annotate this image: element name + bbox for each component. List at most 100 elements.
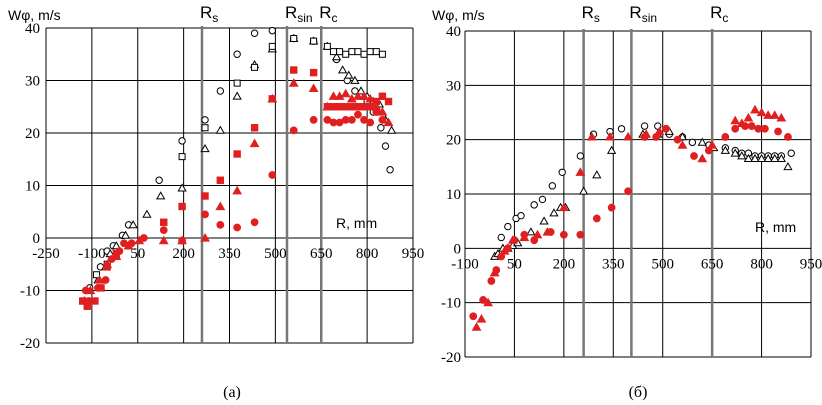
y-tick-label: 10 bbox=[25, 179, 40, 195]
x-tick-label: 50 bbox=[130, 246, 145, 262]
data-point-red-triangle bbox=[756, 107, 767, 117]
data-point-red-triangle bbox=[532, 229, 543, 239]
data-point-red-triangle bbox=[476, 313, 487, 323]
data-point-red-circle bbox=[378, 115, 387, 124]
data-point-open-square bbox=[178, 153, 186, 161]
data-point-open-circle bbox=[497, 233, 505, 242]
data-point-red-triangle bbox=[471, 322, 482, 331]
data-point-open-circle bbox=[548, 182, 557, 190]
y-axis-label: Wφ, m/s bbox=[432, 7, 485, 23]
data-point-red-circle bbox=[347, 115, 356, 124]
data-point-open-square bbox=[233, 79, 241, 87]
data-point-red-circle bbox=[673, 135, 682, 144]
data-point-open-triangle bbox=[697, 137, 707, 146]
data-point-red-triangle bbox=[200, 232, 210, 242]
data-point-red-square bbox=[366, 103, 374, 111]
data-point-red-triangle bbox=[654, 126, 665, 136]
data-point-red-triangle bbox=[575, 167, 586, 176]
data-point-red-triangle bbox=[365, 93, 376, 103]
data-point-open-square bbox=[360, 50, 368, 58]
data-point-open-square bbox=[378, 50, 386, 58]
data-point-open-circle bbox=[268, 26, 277, 35]
data-point-red-circle bbox=[760, 124, 769, 133]
data-point-red-triangle bbox=[383, 117, 394, 127]
data-point-open-triangle bbox=[770, 153, 780, 163]
data-point-red-triangle bbox=[249, 138, 260, 148]
data-point-open-triangle bbox=[386, 125, 397, 134]
data-point-red-triangle bbox=[85, 285, 96, 295]
data-point-red-square bbox=[309, 68, 318, 77]
x-tick-label: 200 bbox=[172, 246, 195, 262]
y-tick-label: 30 bbox=[25, 74, 40, 90]
data-point-red-circle bbox=[216, 220, 225, 229]
data-point-red-triangle bbox=[586, 131, 597, 141]
data-point-red-square bbox=[250, 124, 259, 132]
series-red-circle bbox=[81, 108, 387, 305]
data-point-open-triangle bbox=[337, 65, 348, 74]
data-point-open-triangle bbox=[350, 75, 360, 84]
data-point-open-square bbox=[366, 48, 374, 56]
data-point-open-circle bbox=[178, 137, 186, 145]
x-tick-label: 200 bbox=[553, 256, 576, 272]
data-point-open-circle bbox=[517, 212, 525, 220]
data-point-red-square bbox=[112, 250, 121, 258]
x-axis-label: R, mm bbox=[336, 215, 377, 231]
data-point-red-triangle bbox=[123, 240, 134, 250]
data-point-open-circle bbox=[381, 142, 390, 150]
x-tick-label: 950 bbox=[402, 246, 425, 262]
series-red-triangle bbox=[79, 78, 394, 305]
data-point-red-circle bbox=[201, 210, 209, 219]
data-point-red-triangle bbox=[750, 104, 760, 114]
data-point-red-triangle bbox=[730, 115, 741, 125]
data-point-open-triangle bbox=[526, 227, 536, 236]
data-point-open-triangle bbox=[750, 153, 760, 163]
x-tick-label: 950 bbox=[800, 256, 822, 272]
data-point-red-triangle bbox=[641, 129, 652, 138]
data-point-red-triangle bbox=[763, 110, 774, 119]
data-point-open-triangle bbox=[215, 125, 225, 134]
data-point-red-triangle bbox=[736, 118, 747, 127]
data-point-red-square bbox=[335, 103, 344, 111]
data-point-open-triangle bbox=[177, 183, 187, 192]
data-point-open-square bbox=[372, 48, 380, 56]
data-point-red-circle bbox=[774, 127, 782, 136]
y-tick-label: 20 bbox=[25, 126, 40, 142]
data-point-open-triangle bbox=[606, 145, 617, 154]
data-point-open-triangle bbox=[743, 153, 754, 163]
data-point-open-circle bbox=[377, 124, 385, 132]
y-tick-label: -10 bbox=[20, 284, 40, 300]
data-point-red-square bbox=[83, 302, 91, 310]
data-point-open-circle bbox=[216, 87, 225, 95]
data-point-red-circle bbox=[309, 115, 318, 124]
data-point-red-circle bbox=[662, 124, 670, 133]
data-point-red-circle bbox=[624, 187, 633, 196]
data-point-open-triangle bbox=[142, 209, 152, 218]
x-tick-label: 500 bbox=[651, 256, 674, 272]
data-point-open-circle bbox=[617, 125, 626, 133]
data-point-red-circle bbox=[289, 126, 298, 135]
x-tick-label: -100 bbox=[78, 246, 106, 262]
data-point-red-circle bbox=[784, 133, 792, 141]
data-point-open-triangle bbox=[592, 170, 602, 179]
data-point-red-triangle bbox=[328, 91, 339, 100]
data-point-open-triangle bbox=[344, 70, 354, 79]
data-point-open-circle bbox=[351, 87, 359, 95]
data-point-red-triangle bbox=[489, 267, 500, 277]
data-point-red-square bbox=[372, 97, 380, 106]
data-point-open-square bbox=[92, 271, 100, 279]
panel-caption: (a) bbox=[223, 384, 241, 401]
radius-marker-label: Rc bbox=[319, 3, 337, 25]
x-tick-label: 350 bbox=[602, 256, 625, 272]
data-point-red-square bbox=[329, 103, 338, 111]
data-point-red-circle bbox=[747, 122, 756, 130]
data-point-open-triangle bbox=[356, 86, 366, 95]
data-point-red-circle bbox=[754, 124, 763, 133]
data-point-red-square bbox=[97, 284, 105, 292]
x-tick-label: 800 bbox=[356, 246, 379, 262]
y-tick-label: 20 bbox=[446, 133, 461, 149]
data-point-open-triangle bbox=[120, 230, 131, 239]
data-point-red-square bbox=[103, 263, 111, 271]
data-point-red-circle bbox=[721, 133, 730, 141]
y-tick-label: 40 bbox=[446, 24, 461, 40]
